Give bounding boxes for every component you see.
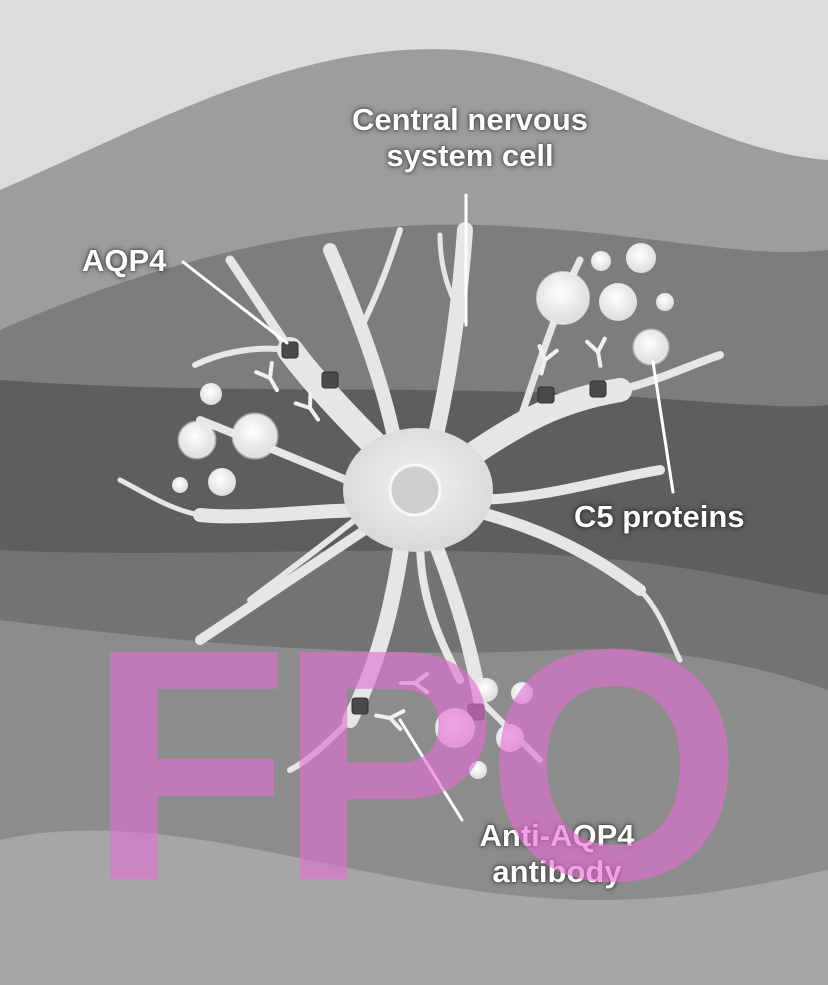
aqp4-channel (537, 386, 555, 404)
cell-nucleus (388, 463, 442, 517)
cns-cell-label: Central nervous system cell (310, 102, 630, 174)
antibody-leader-line (398, 718, 464, 822)
antibody-label-line1: Anti-AQP4 (479, 818, 635, 853)
aqp4-channel (281, 341, 299, 359)
c5-protein (511, 682, 533, 704)
antibody-icon (537, 344, 559, 376)
c5-protein (474, 678, 498, 702)
c5-protein (435, 708, 475, 748)
antibody-label: Anti-AQP4 antibody (442, 818, 672, 890)
aqp4-label: AQP4 (82, 243, 167, 278)
aqp4-channels (281, 341, 607, 721)
c5-protein (231, 412, 279, 460)
antibody-icon (374, 709, 406, 731)
antibody-icon (399, 672, 429, 694)
c5-protein (591, 251, 611, 271)
antibody-label-line2: antibody (492, 854, 622, 889)
c5-protein (536, 271, 590, 325)
c5-protein (632, 328, 670, 366)
c5-protein (626, 243, 656, 273)
aqp4-leader-line (181, 260, 289, 345)
c5-protein (469, 761, 487, 779)
c5-protein (599, 283, 637, 321)
aqp4-channel (589, 380, 607, 398)
aqp4-channel (321, 371, 339, 389)
antibody-icon (293, 391, 321, 422)
c5-protein (200, 383, 222, 405)
c5-leader-line (651, 360, 675, 494)
cns-cell-label-line2: system cell (386, 138, 554, 173)
aqp4-channel (467, 703, 485, 721)
c5-protein (656, 293, 674, 311)
antibody-icon (254, 361, 279, 393)
c5-protein (172, 477, 188, 493)
leader-lines (181, 193, 675, 822)
c5-protein (177, 420, 217, 460)
cns-cell-label-line1: Central nervous (351, 102, 588, 137)
c5-protein (496, 724, 524, 752)
antibody-icon (585, 336, 607, 368)
c5-proteins-label: C5 proteins (574, 499, 745, 534)
c5-proteins (172, 243, 674, 779)
aqp4-channel (351, 697, 369, 715)
antibodies (254, 336, 607, 731)
c5-protein (208, 468, 236, 496)
